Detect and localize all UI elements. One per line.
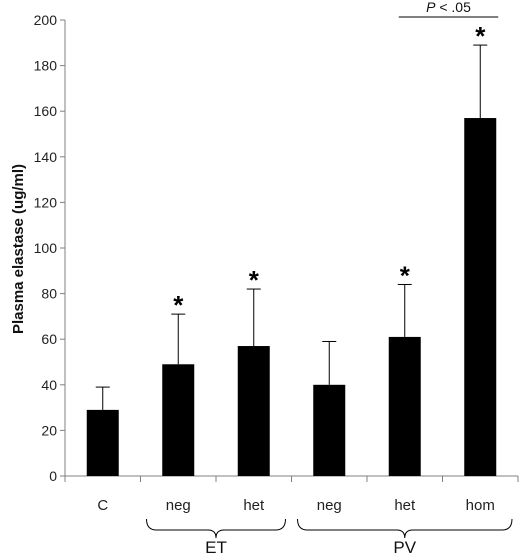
comparison-label-rest: < .05 <box>435 0 471 15</box>
group-label: PV <box>393 538 416 557</box>
bar <box>388 336 421 476</box>
x-category-label: hom <box>466 497 495 514</box>
y-axis: 0 20 40 60 80 100 120 140 160 180 200 <box>34 12 66 484</box>
bar <box>237 346 270 476</box>
significance-star: * <box>249 265 260 295</box>
y-tick-label: 160 <box>34 103 58 119</box>
bar <box>86 409 119 476</box>
x-category-label: C <box>97 497 108 514</box>
significance-star: * <box>173 290 184 320</box>
y-tick-label: 100 <box>34 240 58 256</box>
y-tick-label: 120 <box>34 194 58 210</box>
y-tick-label: 80 <box>41 286 57 302</box>
y-tick-label: 140 <box>34 149 58 165</box>
significance-star: * <box>475 21 486 51</box>
y-axis-label: Plasma elastase (ug/ml) <box>10 164 27 334</box>
bar <box>162 364 195 476</box>
y-tick-label: 180 <box>34 58 58 74</box>
bar <box>464 118 497 476</box>
comparison-label-p: P <box>426 0 436 15</box>
group-bracket <box>297 518 513 539</box>
error-bars <box>95 44 488 410</box>
comparison-annotation: P < .05 <box>398 0 499 18</box>
group-bracket <box>146 518 286 539</box>
significance-markers: * * * * <box>173 21 486 320</box>
x-category-label: neg <box>166 497 191 514</box>
group-label: ET <box>205 538 227 557</box>
y-tick-label: 20 <box>41 422 57 438</box>
y-tick-label: 0 <box>49 468 57 484</box>
group-brackets: ET PV <box>146 518 513 557</box>
y-tick-label: 200 <box>34 12 58 28</box>
x-category-label: neg <box>317 497 342 514</box>
bars <box>86 118 497 476</box>
comparison-label: P < .05 <box>426 0 471 15</box>
x-category-label: het <box>243 497 265 514</box>
significance-star: * <box>400 260 411 290</box>
y-tick-label: 60 <box>41 331 57 347</box>
y-tick-label: 40 <box>41 377 57 393</box>
bar <box>313 384 346 476</box>
x-category-label: het <box>394 497 416 514</box>
